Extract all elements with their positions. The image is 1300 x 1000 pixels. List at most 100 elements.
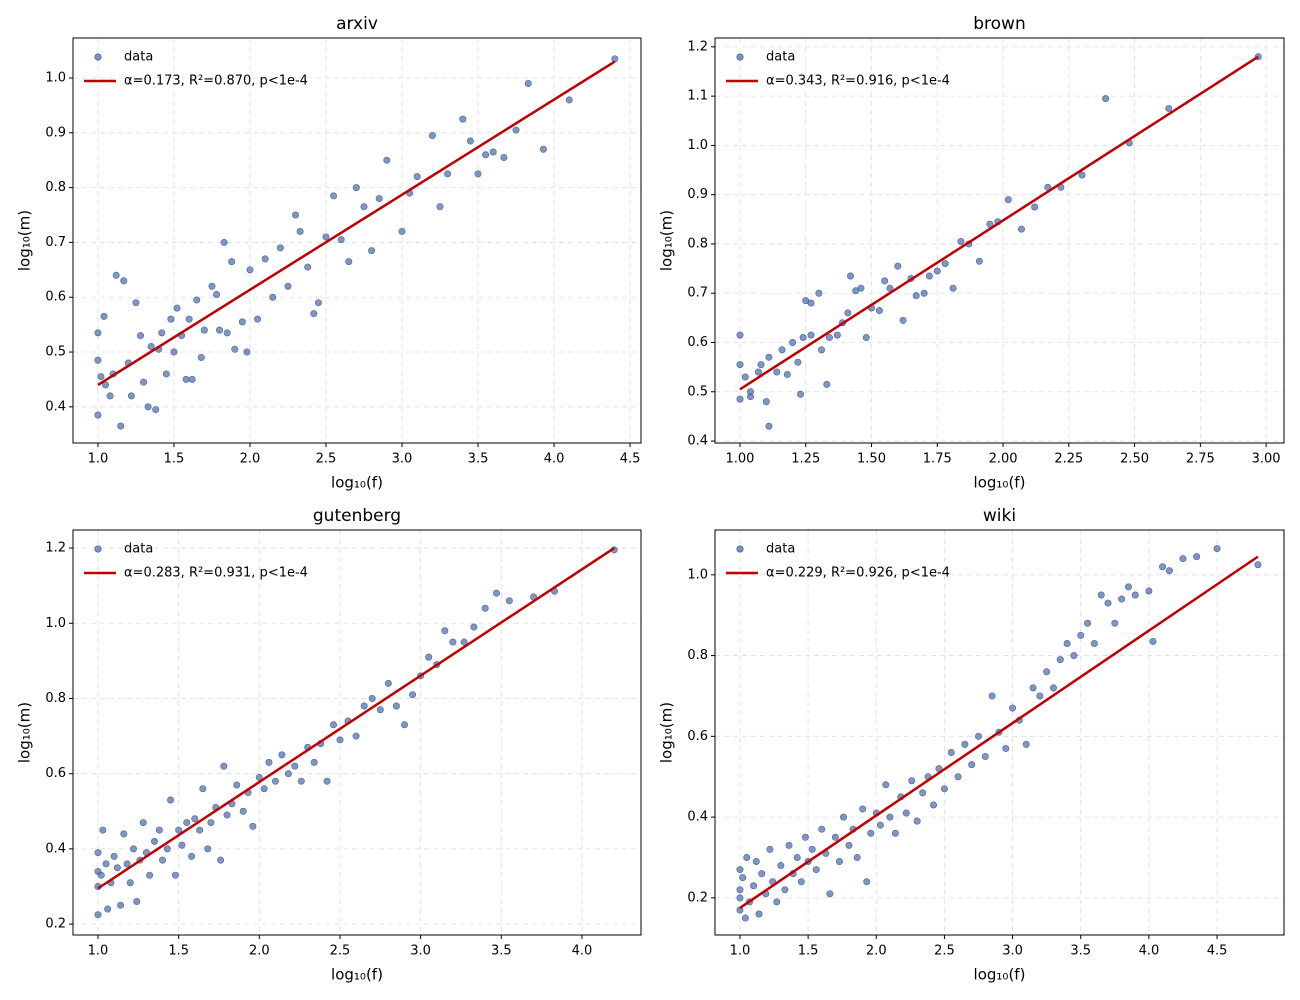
data-point — [863, 878, 871, 886]
data-point — [170, 348, 178, 356]
y-tick-label: 0.4 — [687, 434, 708, 449]
data-point — [398, 227, 406, 235]
data-point — [271, 777, 279, 785]
data-point — [565, 96, 573, 104]
data-point — [752, 858, 760, 866]
data-point — [1102, 95, 1110, 103]
y-tick-label: 0.4 — [45, 399, 66, 414]
panel: 1.0 1.5 2.0 2.5 3.0 3.5 4.0 4.5 0.4 0.5 0.6 0.7 0.8 0… — [16, 14, 642, 492]
data-point — [823, 380, 831, 388]
data-point — [278, 751, 286, 759]
data-point — [741, 914, 749, 922]
data-point — [1145, 587, 1153, 595]
data-point — [736, 395, 744, 403]
data-point — [789, 338, 797, 346]
data-point — [844, 309, 852, 317]
data-point — [120, 830, 128, 838]
y-tick-label: 0.6 — [687, 335, 708, 350]
data-point — [1118, 595, 1126, 603]
data-point — [1165, 104, 1173, 112]
data-point — [94, 911, 102, 919]
data-point — [193, 296, 201, 304]
data-point — [975, 257, 983, 265]
data-point — [139, 819, 147, 827]
x-tick-label: 2.25 — [1054, 452, 1083, 467]
data-point — [778, 346, 786, 354]
data-point — [102, 381, 110, 389]
data-point — [1036, 692, 1044, 700]
data-point — [188, 852, 196, 860]
data-point — [112, 271, 120, 279]
data-point — [750, 882, 758, 890]
data-point — [968, 761, 976, 769]
data-point — [102, 860, 110, 868]
data-point — [785, 841, 793, 849]
data-point — [941, 260, 949, 268]
data-point — [261, 255, 269, 263]
chart-title: gutenberg — [313, 506, 401, 526]
legend-label: data — [124, 50, 153, 65]
data-point — [765, 422, 773, 430]
data-point — [766, 845, 774, 853]
data-point — [1131, 591, 1139, 599]
data-point — [975, 732, 983, 740]
data-point — [191, 815, 199, 823]
data-point — [919, 789, 927, 797]
x-tick-label: 4.0 — [1139, 944, 1160, 959]
data-point — [249, 822, 257, 830]
data-point — [296, 227, 304, 235]
data-point — [137, 332, 145, 340]
y-axis-label: log₁₀(m) — [658, 210, 676, 271]
data-point — [988, 692, 996, 700]
data-point — [765, 353, 773, 361]
data-point — [794, 358, 802, 366]
data-point — [957, 237, 965, 245]
legend-label: data — [766, 50, 795, 65]
data-point — [1002, 744, 1010, 752]
data-point — [196, 826, 204, 834]
data-point — [238, 318, 246, 326]
data-point — [220, 238, 228, 246]
data-point — [368, 694, 376, 702]
data-point — [886, 813, 894, 821]
data-point — [1043, 668, 1051, 676]
y-tick-label: 1.2 — [45, 541, 66, 556]
data-point — [223, 329, 231, 337]
data-point — [981, 753, 989, 761]
data-point — [213, 290, 221, 298]
data-point — [133, 898, 141, 906]
data-point — [840, 813, 848, 821]
data-point — [310, 758, 318, 766]
y-tick-label: 0.5 — [687, 384, 708, 399]
panel: 1.0 1.5 2.0 2.5 3.0 3.5 4.0 0.2 0.4 0.6 0.8 1.0 1.2 g… — [16, 506, 642, 984]
data-point — [322, 233, 330, 241]
data-point — [243, 348, 251, 356]
data-point — [99, 826, 107, 834]
data-point — [1070, 652, 1078, 660]
data-point — [489, 148, 497, 156]
x-tick-label: 1.25 — [791, 452, 820, 467]
data-point — [1031, 203, 1039, 211]
data-point — [158, 329, 166, 337]
data-point — [793, 853, 801, 861]
data-point — [276, 244, 284, 252]
data-point — [352, 184, 360, 192]
data-point — [867, 829, 875, 837]
legend-label: data — [766, 542, 795, 557]
data-point — [470, 623, 478, 631]
legend-label: α=0.283, R²=0.931, p<1e-4 — [124, 566, 308, 581]
data-point — [444, 170, 452, 178]
data-point — [925, 272, 933, 280]
panel: 1.0 1.5 2.0 2.5 3.0 3.5 4.0 4.5 0.2 0.4 0.6 0.8 1.0 w… — [658, 506, 1285, 984]
x-axis-label: log₁₀(f) — [974, 966, 1026, 984]
data-point — [144, 403, 152, 411]
data-point — [739, 874, 747, 882]
x-tick-label: 2.5 — [316, 452, 337, 467]
data-point — [220, 762, 228, 770]
data-point — [360, 203, 368, 211]
x-axis-label: log₁₀(f) — [331, 966, 383, 984]
data-point — [1149, 637, 1157, 645]
data-point — [375, 195, 383, 203]
data-point — [799, 334, 807, 342]
data-point — [781, 886, 789, 894]
